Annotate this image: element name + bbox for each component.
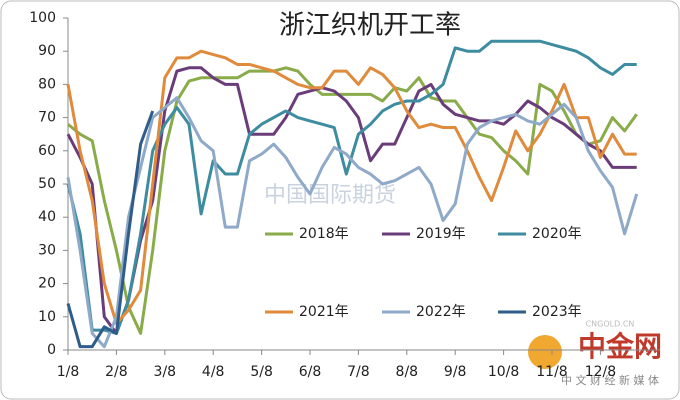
x-tick-label: 5/8 (250, 364, 273, 380)
chart-title: 浙江织机开工率 (279, 11, 461, 41)
y-tick-label: 10 (38, 309, 56, 325)
x-tick-label: 10/8 (488, 364, 519, 380)
y-tick-label: 80 (38, 76, 56, 92)
series-line (66, 39, 637, 335)
legend-label: 2022年 (416, 304, 466, 320)
legend-label: 2020年 (532, 226, 582, 242)
legend-label: 2019年 (416, 226, 466, 242)
y-tick-label: 60 (38, 143, 56, 159)
series-line (66, 49, 637, 325)
y-tick-label: 50 (38, 176, 56, 192)
x-tick-label: 11/8 (536, 364, 567, 380)
y-tick-label: 0 (47, 342, 56, 358)
x-tick-label: 9/8 (444, 364, 467, 380)
logo (528, 335, 562, 369)
y-tick-label: 20 (38, 276, 56, 292)
x-tick-label: 4/8 (202, 364, 225, 380)
legend-label: 2023年 (532, 304, 582, 320)
y-tick-label: 70 (38, 110, 56, 126)
x-tick-label: 2/8 (105, 364, 128, 380)
x-tick-label: 1/8 (57, 364, 80, 380)
x-tick-label: 6/8 (299, 364, 322, 380)
watermark: CNGOLD.CN (586, 320, 635, 329)
x-tick-label: 3/8 (154, 364, 177, 380)
x-tick-label: 12/8 (585, 364, 616, 380)
legend-label: 2021年 (299, 304, 349, 320)
series-line (67, 66, 638, 335)
legend-label: 2018年 (299, 226, 349, 242)
y-tick-label: 40 (38, 209, 56, 225)
x-tick-label: 7/8 (347, 364, 370, 380)
y-tick-label: 90 (38, 43, 56, 59)
watermark: 中国国际期货 (264, 183, 396, 208)
y-tick-label: 100 (29, 10, 56, 26)
watermark: 中金网 (578, 330, 662, 363)
watermark: 中 文 财 经 新 媒 体 (561, 373, 659, 387)
y-tick-label: 30 (38, 242, 56, 258)
x-tick-label: 8/8 (396, 364, 419, 380)
series-line (66, 96, 639, 349)
series-line (66, 110, 155, 349)
